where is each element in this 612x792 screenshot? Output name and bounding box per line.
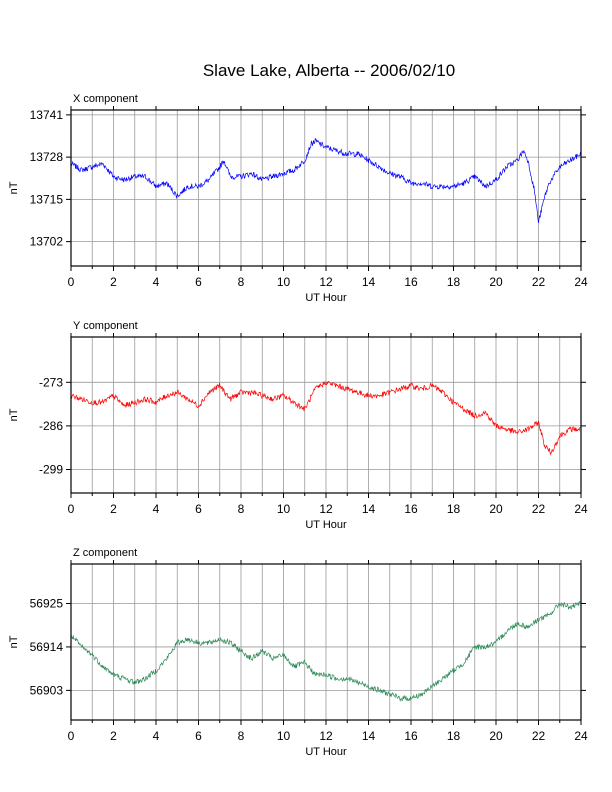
x-tick-label: 16 — [404, 729, 418, 743]
y-axis-label: nT — [8, 408, 20, 421]
y-tick-label: 13715 — [30, 192, 64, 206]
x-tick-label: 8 — [238, 729, 245, 743]
y-tick-label: -299 — [39, 463, 63, 477]
x-tick-label: 20 — [489, 729, 503, 743]
x-tick-label: 4 — [153, 729, 160, 743]
x-tick-label: 2 — [110, 729, 117, 743]
x-axis-label: UT Hour — [305, 292, 347, 304]
x-tick-label: 16 — [404, 502, 418, 516]
series-line — [70, 381, 581, 456]
y-tick-label: 56914 — [30, 640, 64, 654]
series-line — [70, 600, 582, 702]
x-tick-label: 14 — [362, 275, 376, 289]
x-tick-label: 22 — [532, 729, 546, 743]
x-tick-label: 6 — [195, 729, 202, 743]
x-tick-label: 12 — [319, 502, 333, 516]
y-tick-label: 13741 — [30, 108, 64, 122]
x-axis-label: UT Hour — [305, 746, 347, 758]
x-tick-label: 2 — [110, 502, 117, 516]
y-tick-label: 56925 — [30, 596, 64, 610]
x-tick-label: 22 — [532, 502, 546, 516]
y-tick-label: 13702 — [30, 235, 64, 249]
x-axis-label: UT Hour — [305, 519, 347, 531]
x-tick-label: 16 — [404, 275, 418, 289]
x-tick-label: 14 — [362, 729, 376, 743]
panel-label: X component — [73, 93, 138, 105]
x-tick-label: 6 — [195, 502, 202, 516]
figure-title: Slave Lake, Alberta -- 2006/02/10 — [203, 61, 455, 80]
x-tick-label: 4 — [153, 502, 160, 516]
series-line — [70, 138, 582, 223]
x-tick-label: 6 — [195, 275, 202, 289]
y-tick-label: -286 — [39, 419, 63, 433]
x-tick-label: 24 — [574, 275, 588, 289]
x-tick-label: 20 — [489, 275, 503, 289]
x-tick-label: 10 — [277, 275, 291, 289]
x-tick-label: 18 — [447, 502, 461, 516]
x-tick-label: 24 — [574, 729, 588, 743]
y-tick-label: -273 — [39, 375, 63, 389]
x-tick-label: 12 — [319, 729, 333, 743]
x-tick-label: 10 — [277, 502, 291, 516]
y-tick-label: 56903 — [30, 683, 64, 697]
x-tick-label: 0 — [68, 729, 75, 743]
x-tick-label: 0 — [68, 502, 75, 516]
x-tick-label: 2 — [110, 275, 117, 289]
x-tick-label: 0 — [68, 275, 75, 289]
y-axis-label: nT — [8, 635, 20, 648]
x-tick-label: 24 — [574, 502, 588, 516]
x-tick-label: 8 — [238, 275, 245, 289]
x-tick-label: 4 — [153, 275, 160, 289]
x-tick-label: 18 — [447, 275, 461, 289]
y-tick-label: 13728 — [30, 150, 64, 164]
x-tick-label: 14 — [362, 502, 376, 516]
x-tick-label: 18 — [447, 729, 461, 743]
y-axis-label: nT — [8, 181, 20, 194]
x-tick-label: 8 — [238, 502, 245, 516]
x-tick-label: 22 — [532, 275, 546, 289]
panel-label: Y component — [73, 320, 138, 332]
x-tick-label: 12 — [319, 275, 333, 289]
x-tick-label: 10 — [277, 729, 291, 743]
panel-label: Z component — [73, 547, 137, 559]
x-tick-label: 20 — [489, 502, 503, 516]
